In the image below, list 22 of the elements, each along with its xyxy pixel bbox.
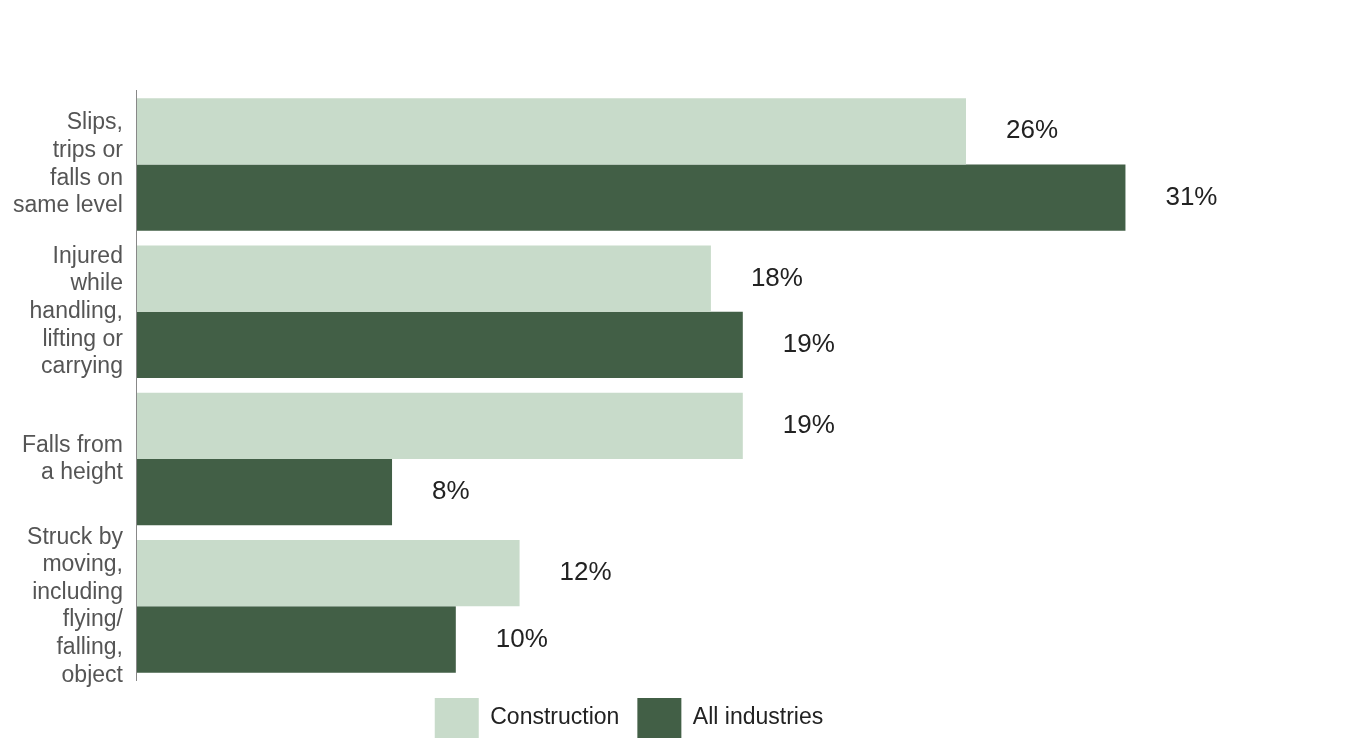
legend-label: All industries bbox=[692, 703, 824, 730]
legend-label: Construction bbox=[490, 703, 620, 730]
bar bbox=[136, 540, 520, 607]
y-tick-label: Falls from a height bbox=[21, 430, 124, 485]
data-label: 10% bbox=[495, 622, 548, 653]
y-tick-label: Injured while handling, lifting or carrying bbox=[29, 241, 124, 379]
data-label: 19% bbox=[782, 409, 835, 440]
bar bbox=[136, 459, 393, 526]
bar bbox=[136, 606, 456, 673]
data-label: 12% bbox=[559, 556, 612, 587]
data-label: 18% bbox=[750, 261, 803, 292]
y-tick-label: Struck by moving, including flying/ falling, object bbox=[27, 522, 124, 687]
data-label: 8% bbox=[432, 475, 470, 506]
bar bbox=[136, 392, 743, 460]
data-label: 26% bbox=[1006, 114, 1059, 145]
bar bbox=[136, 164, 1126, 231]
bar bbox=[136, 311, 743, 379]
data-label: 31% bbox=[1165, 180, 1218, 211]
y-tick-label: Slips, trips or falls on same level bbox=[13, 108, 124, 218]
data-label: 19% bbox=[782, 328, 835, 359]
bar bbox=[136, 245, 711, 312]
bar bbox=[136, 98, 967, 165]
